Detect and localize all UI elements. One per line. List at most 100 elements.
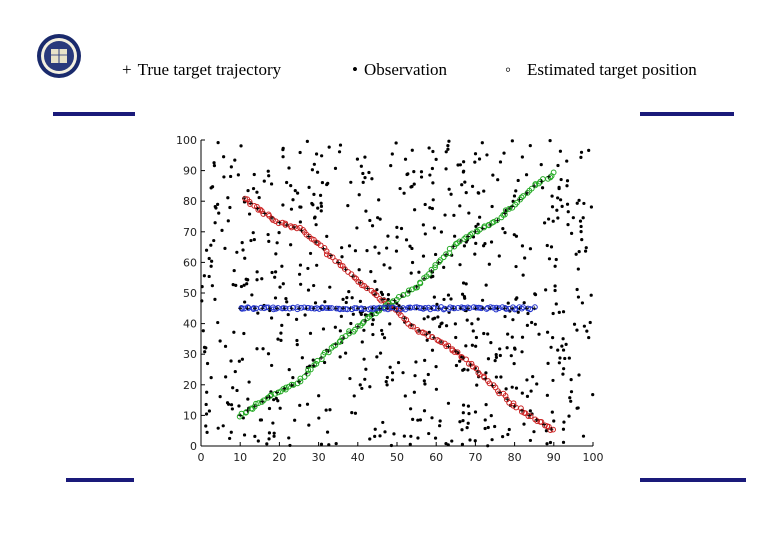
observation-point xyxy=(316,206,320,210)
true-trajectory-marker xyxy=(421,276,426,281)
estimated-position-marker xyxy=(397,312,404,319)
true-trajectory-marker xyxy=(546,174,551,179)
observation-point xyxy=(462,367,466,371)
observation-point xyxy=(433,252,438,257)
observation-point xyxy=(591,393,595,397)
observation-point xyxy=(537,332,541,336)
observation-point xyxy=(465,318,469,322)
observation-point xyxy=(279,338,283,343)
estimated-position-marker xyxy=(267,393,273,399)
observation-point xyxy=(489,413,493,418)
observation-point xyxy=(446,293,451,297)
estimated-position-marker xyxy=(419,329,426,336)
observation-point xyxy=(241,248,245,252)
observation-point xyxy=(205,430,209,434)
estimated-position-marker xyxy=(425,333,432,339)
true-trajectory-marker xyxy=(542,422,546,427)
y-tick-label: 70 xyxy=(183,226,197,239)
true-trajectory-marker xyxy=(421,306,426,311)
observation-point xyxy=(251,186,256,191)
observation-point xyxy=(569,378,573,382)
observation-point xyxy=(210,259,214,263)
observation-point xyxy=(446,401,451,405)
observation-point xyxy=(233,158,237,162)
true-trajectory-marker xyxy=(297,306,301,311)
true-trajectory-marker xyxy=(248,201,253,206)
observation-point xyxy=(213,297,217,301)
observation-point xyxy=(382,336,387,340)
estimated-position-marker xyxy=(378,297,384,304)
true-trajectory-marker xyxy=(444,306,448,311)
observation-point xyxy=(373,279,377,283)
observation-point xyxy=(289,207,294,211)
observation-point xyxy=(522,422,526,426)
observation-point xyxy=(252,237,256,242)
true-trajectory-marker xyxy=(242,196,247,201)
observation-point xyxy=(428,173,432,177)
observation-point xyxy=(349,180,353,184)
true-trajectory-marker xyxy=(274,390,279,395)
true-trajectory-marker xyxy=(532,306,537,311)
observation-point xyxy=(363,155,367,159)
true-trajectory-marker xyxy=(306,234,311,239)
x-tick-label: 40 xyxy=(351,451,365,464)
observation-point xyxy=(375,355,379,359)
observation-point xyxy=(312,283,316,288)
observation-point xyxy=(395,225,399,229)
observation-point xyxy=(575,201,579,205)
observation-point xyxy=(370,224,375,228)
observation-point xyxy=(359,164,363,168)
observation-point xyxy=(307,185,311,190)
observation-point xyxy=(421,254,426,258)
true-trajectory-marker xyxy=(282,386,287,391)
estimated-position-marker xyxy=(528,185,535,192)
true-trajectory-marker xyxy=(534,417,539,422)
observation-point xyxy=(566,210,570,214)
observation-point xyxy=(465,426,469,430)
observation-point xyxy=(460,183,464,187)
observation-point xyxy=(462,160,466,164)
observation-point xyxy=(550,194,554,198)
observation-point xyxy=(484,371,488,375)
observation-point xyxy=(271,421,275,425)
observation-point xyxy=(365,249,369,253)
observation-point xyxy=(273,296,278,300)
observation-point xyxy=(526,311,530,316)
observation-point xyxy=(204,346,208,350)
observation-point xyxy=(458,263,462,267)
observation-point xyxy=(486,332,490,336)
observation-point xyxy=(434,387,439,391)
observation-point xyxy=(300,356,304,360)
y-tick-label: 50 xyxy=(183,287,197,300)
observation-point xyxy=(398,186,402,191)
true-trajectory-marker xyxy=(333,342,338,347)
true-trajectory-marker xyxy=(284,222,289,227)
true-trajectory-marker xyxy=(385,306,390,311)
true-trajectory-marker xyxy=(262,211,267,216)
x-tick-label: 10 xyxy=(233,451,247,464)
observation-point xyxy=(355,157,360,161)
observation-point xyxy=(568,396,572,400)
observation-point xyxy=(273,275,277,279)
true-trajectory-marker xyxy=(328,253,333,258)
observation-point xyxy=(299,282,303,286)
observation-point xyxy=(246,188,250,193)
estimated-position-marker xyxy=(250,306,257,312)
observation-point xyxy=(236,173,240,177)
estimated-position-marker xyxy=(332,258,339,264)
estimated-position-marker xyxy=(294,304,301,311)
observation-point xyxy=(209,243,213,247)
estimated-position-marker xyxy=(527,413,534,420)
x-tick-label: 80 xyxy=(508,451,522,464)
y-tick-label: 10 xyxy=(183,409,197,422)
observation-point xyxy=(545,330,550,334)
observation-point xyxy=(545,393,549,397)
observation-point xyxy=(311,203,315,207)
y-tick-label: 60 xyxy=(183,256,197,269)
observation-point xyxy=(477,191,481,195)
observation-point xyxy=(426,315,430,319)
observation-point xyxy=(444,167,448,171)
observation-point xyxy=(201,329,205,333)
observation-point xyxy=(580,238,584,242)
observation-point xyxy=(565,184,569,188)
